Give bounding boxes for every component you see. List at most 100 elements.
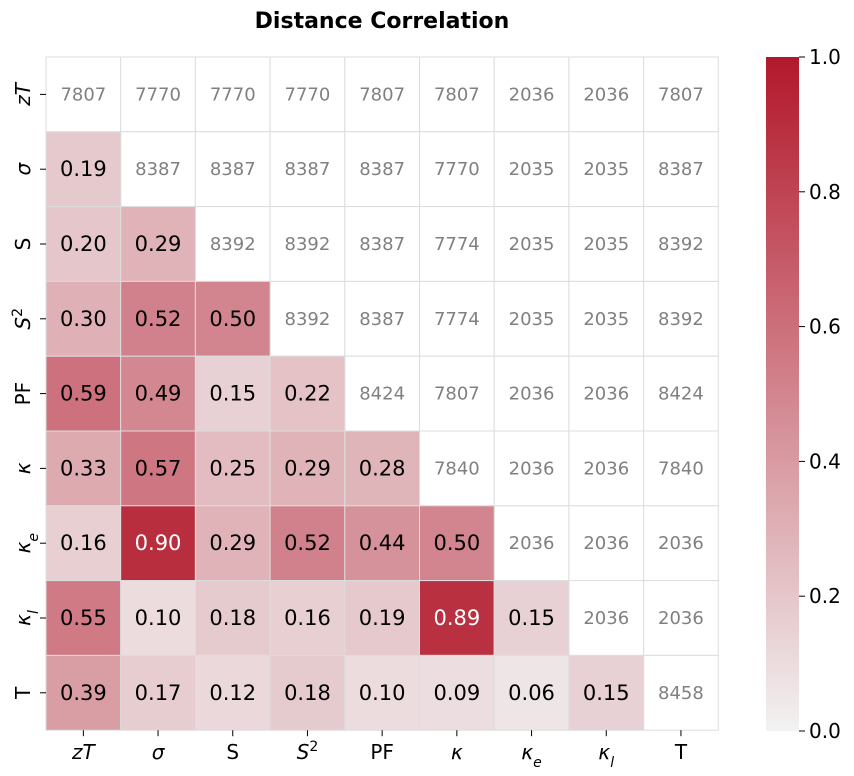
correlation-cell (45, 505, 122, 582)
count-cell (493, 206, 570, 282)
count-cell (120, 56, 196, 133)
y-tick-label: κl (11, 610, 42, 626)
correlation-label: 0.25 (209, 456, 256, 480)
x-tick-label: S (226, 740, 239, 764)
count-label: 2035 (509, 234, 555, 255)
count-cell (269, 206, 346, 282)
correlation-cell (45, 131, 122, 208)
count-cell (194, 56, 271, 133)
correlation-label: 0.49 (135, 382, 182, 406)
correlation-cell (120, 280, 196, 357)
y-tick-label: S (11, 238, 35, 251)
correlation-label: 0.30 (60, 307, 107, 331)
count-cell (643, 355, 719, 432)
correlation-cell (419, 580, 495, 656)
correlation-label: 0.10 (359, 681, 406, 705)
x-tick-label: κe (521, 740, 541, 771)
correlation-cell (419, 654, 495, 731)
correlation-label: 0.90 (135, 531, 182, 555)
count-label: 7807 (359, 84, 405, 105)
count-label: 8387 (658, 159, 704, 180)
count-label: 8387 (285, 159, 331, 180)
colorbar-gradient (766, 57, 799, 731)
correlation-cell (120, 654, 196, 731)
count-label: 7770 (135, 84, 181, 105)
count-cell (269, 280, 346, 357)
colorbar-tick-label: 0.0 (809, 719, 841, 743)
colorbar-tick-label: 0.2 (809, 584, 841, 608)
correlation-cell (45, 280, 122, 357)
correlation-cell (344, 654, 420, 731)
count-cell (568, 56, 645, 133)
correlation-label: 0.15 (508, 606, 555, 630)
correlation-cell (45, 580, 122, 656)
count-cell (568, 280, 645, 357)
correlation-label: 0.33 (60, 456, 107, 480)
count-cell (45, 56, 122, 133)
correlation-label: 0.89 (433, 606, 480, 630)
count-cell (419, 131, 495, 208)
count-label: 8387 (359, 159, 405, 180)
correlation-cell (269, 355, 346, 432)
count-cell (493, 280, 570, 357)
y-tick-label: κ (11, 462, 35, 474)
count-label: 8392 (210, 234, 256, 255)
count-cell (643, 505, 719, 582)
correlation-cell (120, 580, 196, 656)
correlation-label: 0.17 (135, 681, 182, 705)
correlation-label: 0.19 (359, 606, 406, 630)
x-axis-ticks: zT σ S S2 PF κ κe κl T (71, 730, 688, 771)
count-cell (643, 430, 719, 507)
correlation-label: 0.29 (135, 232, 182, 256)
count-label: 7807 (434, 384, 480, 405)
y-tick-label: S2 (10, 308, 35, 330)
correlation-label: 0.39 (60, 681, 107, 705)
correlation-label: 0.50 (209, 307, 256, 331)
correlation-cell (194, 580, 271, 656)
count-cell (419, 430, 495, 507)
correlation-label: 0.52 (135, 307, 182, 331)
correlation-cell (269, 654, 346, 731)
count-label: 2036 (509, 458, 555, 479)
count-label: 8392 (658, 234, 704, 255)
count-label: 8458 (658, 683, 704, 704)
x-tick-label: σ (152, 740, 166, 764)
heatmap-cells: 7807 7770 7770 7770 7807 7807 2036 2036 7807 8387… (45, 56, 719, 731)
y-tick-label: T (11, 686, 35, 700)
count-label: 7774 (434, 309, 480, 330)
correlation-label: 0.15 (209, 382, 256, 406)
colorbar: 0.0 0.2 0.4 0.6 0.8 1.0 (766, 45, 841, 743)
count-label: 2035 (509, 309, 555, 330)
correlation-label: 0.16 (284, 606, 331, 630)
x-tick-label: κl (598, 740, 614, 771)
colorbar-tick-label: 1.0 (809, 45, 841, 69)
correlation-label: 0.50 (433, 531, 480, 555)
correlation-label: 0.16 (60, 531, 107, 555)
count-label: 2036 (658, 533, 704, 554)
correlation-label: 0.59 (60, 382, 107, 406)
correlation-label: 0.06 (508, 681, 555, 705)
correlation-label: 0.10 (135, 606, 182, 630)
correlation-label: 0.52 (284, 531, 331, 555)
count-label: 2036 (509, 84, 555, 105)
count-cell (419, 206, 495, 282)
chart-title: Distance Correlation (255, 9, 510, 34)
count-cell (568, 580, 645, 656)
x-tick-label: κ (451, 740, 463, 764)
count-label: 8424 (658, 384, 704, 405)
correlation-label: 0.09 (433, 681, 480, 705)
count-cell (643, 654, 719, 731)
correlation-label: 0.28 (359, 456, 406, 480)
count-label: 2036 (583, 84, 629, 105)
correlation-cell (45, 654, 122, 731)
count-cell (493, 430, 570, 507)
count-label: 7807 (434, 84, 480, 105)
count-label: 2036 (509, 384, 555, 405)
count-label: 8387 (135, 159, 181, 180)
correlation-cell (45, 430, 122, 507)
correlation-cell (194, 355, 271, 432)
count-cell (269, 56, 346, 133)
correlation-label: 0.44 (359, 531, 406, 555)
correlation-cell (269, 580, 346, 656)
